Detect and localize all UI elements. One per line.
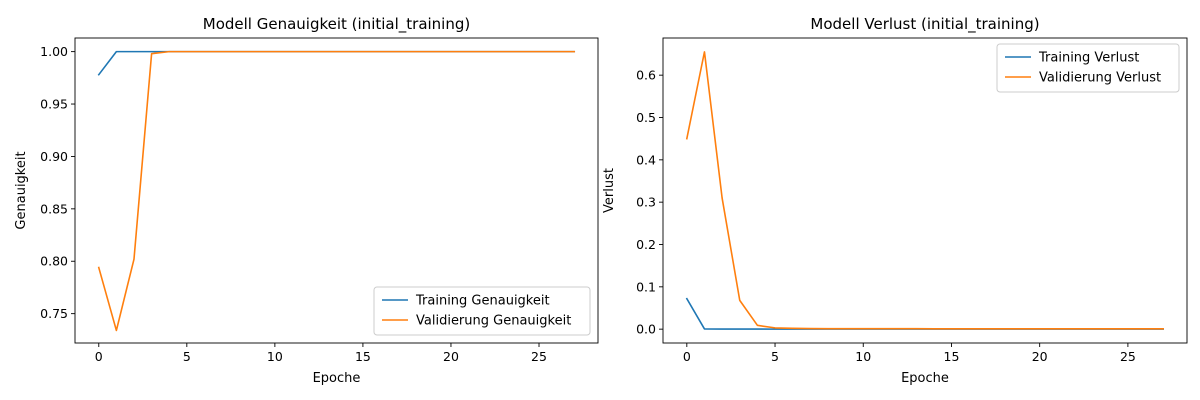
x-tick-label: 25 [531, 349, 547, 364]
x-tick-label: 15 [944, 349, 960, 364]
legend-box [996, 43, 1180, 93]
chart-title: Modell Genauigkeit (initial_training) [203, 15, 470, 34]
y-tick-label: 0.3 [636, 195, 656, 210]
x-tick-label: 10 [267, 349, 283, 364]
series-line-1 [685, 297, 1164, 330]
chart-2: Modell Verlust (initial_training) 0 5 10 15 2… [602, 15, 1188, 386]
y-tick-label: 0.90 [40, 149, 68, 164]
y-tick-label: 0.1 [636, 279, 656, 294]
x-tick-label: 0 [683, 349, 691, 364]
y-tick-label: 0.85 [40, 201, 68, 216]
legend-label-2: Validierung Genauigkeit [416, 314, 571, 329]
series-line-1 [97, 50, 576, 76]
x-tick-label: 20 [1032, 349, 1048, 364]
chart-title: Modell Verlust (initial_training) [810, 15, 1039, 34]
legend: Training Verlust Validierung Verlust [996, 43, 1180, 93]
y-tick-label: 0.2 [636, 237, 656, 252]
plot-frame [662, 37, 1188, 344]
y-tick-label: 0.5 [636, 110, 656, 125]
plot-frame [74, 37, 599, 344]
y-tick-label: 1.00 [40, 44, 68, 59]
legend-label-1: Training Verlust [1038, 51, 1139, 66]
x-tick-label: 0 [95, 349, 103, 364]
x-tick-label: 25 [1120, 349, 1136, 364]
y-tick-label: 0.4 [636, 152, 656, 167]
series-line-2 [685, 51, 1164, 330]
x-axis-label: Epoche [901, 371, 949, 386]
y-tick-label: 0.95 [40, 97, 68, 112]
y-tick-label: 0.75 [40, 306, 68, 321]
legend-box [373, 286, 591, 336]
legend-label-1: Training Genauigkeit [415, 294, 550, 309]
x-tick-label: 15 [355, 349, 371, 364]
x-tick-label: 5 [771, 349, 779, 364]
x-tick-label: 20 [443, 349, 459, 364]
x-tick-label: 5 [183, 349, 191, 364]
chart-1: Modell Genauigkeit (initial_training) 0 5 1… [14, 15, 599, 386]
y-tick-label: 0.6 [636, 68, 656, 83]
x-tick-label: 10 [855, 349, 871, 364]
series-line-2 [97, 50, 576, 332]
legend: Training Genauigkeit Validierung Genauigk… [373, 286, 591, 336]
y-axis-label: Verlust [602, 168, 617, 213]
y-tick-label: 0.0 [636, 322, 656, 337]
x-axis-label: Epoche [313, 371, 361, 386]
y-axis-label: Genauigkeit [14, 151, 29, 229]
y-tick-label: 0.80 [40, 254, 68, 269]
legend-label-2: Validierung Verlust [1039, 71, 1161, 86]
